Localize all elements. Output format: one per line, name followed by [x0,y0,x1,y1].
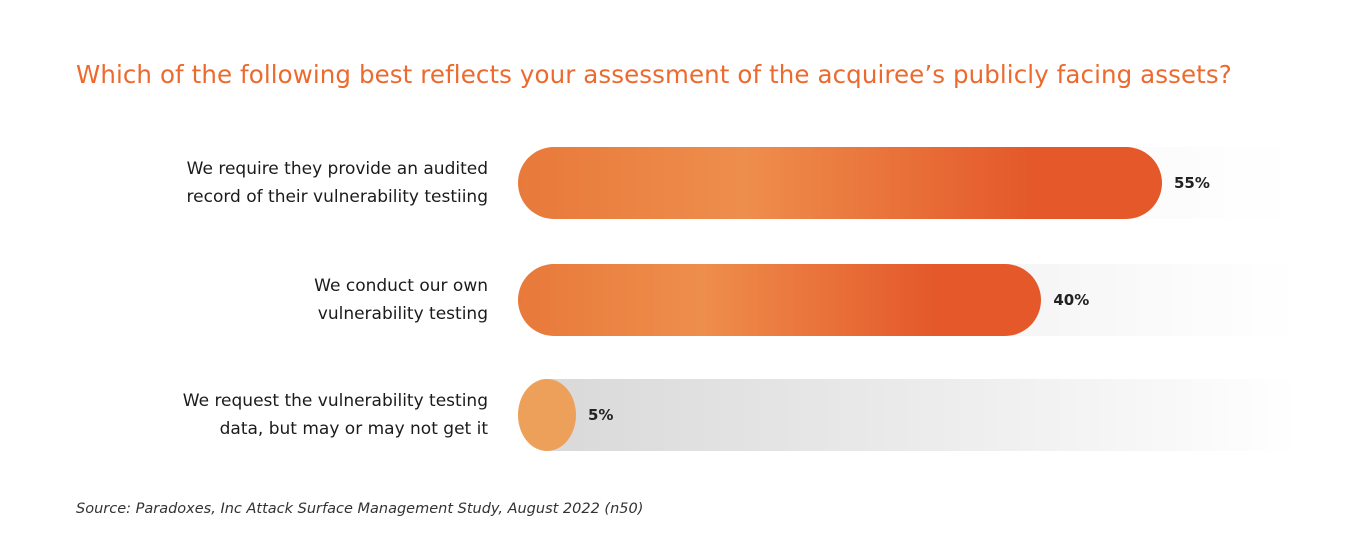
bar-row: We require they provide an audited record… [0,147,1370,219]
value-label: 40% [1053,291,1090,309]
bar [518,379,576,451]
bar-track [518,379,1298,451]
category-label: We request the vulnerability testing data… [183,379,488,451]
category-label-line: record of their vulnerability testiing [186,187,488,207]
source-note: Source: Paradoxes, Inc Attack Surface Ma… [76,501,644,517]
category-label-line: We conduct our own [314,276,488,296]
category-label-line: data, but may or may not get it [219,419,488,439]
bar [518,264,1042,336]
category-label-line: vulnerability testing [317,304,488,324]
value-label: 55% [1174,174,1210,192]
category-label: We require they provide an audited record… [187,147,488,219]
chart-title: Which of the following best reflects you… [76,60,1232,89]
bar-row: We request the vulnerability testing data… [0,379,1370,451]
category-label: We conduct our own vulnerability testing [314,264,488,336]
bar-row: We conduct our own vulnerability testing 4… [0,264,1370,336]
bar [518,147,1162,219]
category-label-line: We request the vulnerability testing [182,391,488,411]
value-label: 5% [588,406,614,424]
category-label-line: We require they provide an audited [186,159,488,179]
